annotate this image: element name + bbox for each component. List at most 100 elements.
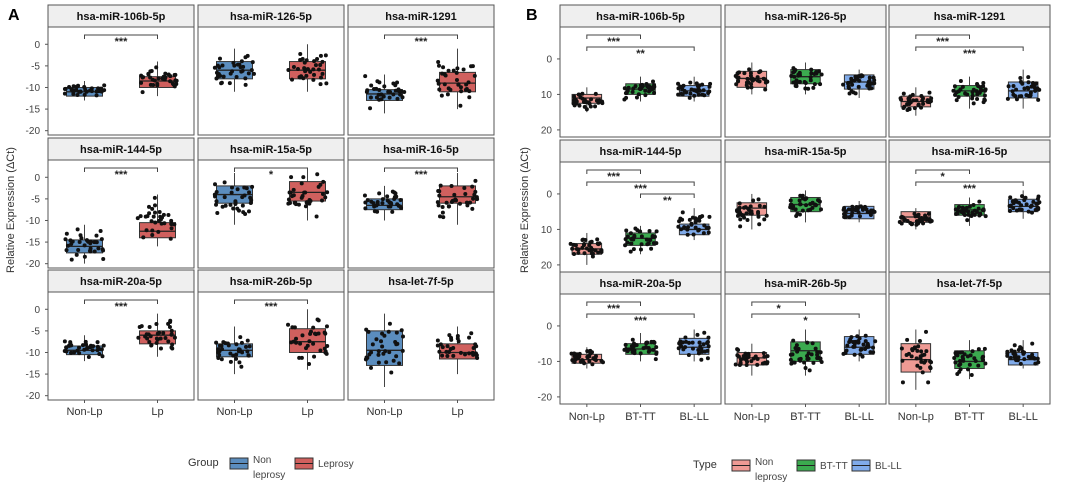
data-point [584, 107, 589, 112]
data-point [375, 202, 380, 207]
data-point [845, 343, 850, 348]
data-point [798, 202, 803, 207]
bracket-line [915, 34, 970, 39]
data-point [593, 104, 598, 109]
data-point [800, 208, 805, 213]
data-point [1026, 86, 1031, 91]
data-point [622, 86, 627, 91]
data-point [475, 197, 480, 202]
data-point [101, 257, 106, 262]
data-point [812, 82, 817, 87]
data-point [222, 195, 227, 200]
box-Non-Lp [363, 74, 407, 114]
data-point [140, 90, 145, 95]
data-point [318, 182, 323, 187]
data-point [139, 80, 144, 85]
significance-bracket: *** [84, 167, 158, 181]
data-point [653, 357, 658, 362]
data-point [788, 198, 793, 203]
data-point [978, 211, 983, 216]
data-point [465, 203, 470, 208]
data-point [687, 95, 692, 100]
data-point [793, 346, 798, 351]
data-point [918, 365, 923, 370]
y-tick-label: -5 [31, 61, 40, 72]
x-tick-label: Non-Lp [569, 411, 605, 423]
data-point [220, 204, 225, 209]
data-point [437, 189, 442, 194]
data-point [819, 72, 824, 77]
plot-area [197, 159, 345, 269]
data-point [1037, 200, 1042, 205]
data-point [390, 189, 395, 194]
bracket-line [586, 34, 641, 39]
subplot-title: hsa-miR-126-5p [230, 11, 312, 23]
significance-label: *** [607, 303, 621, 315]
data-point [856, 84, 861, 89]
data-point [90, 348, 95, 353]
data-point [683, 335, 688, 340]
data-point [243, 82, 248, 87]
data-point [749, 82, 754, 87]
data-point [1008, 208, 1013, 213]
data-point [794, 343, 799, 348]
box-Non-Lp [571, 87, 605, 113]
data-point [94, 240, 99, 245]
data-point [67, 84, 72, 89]
data-point [154, 340, 159, 345]
data-point [701, 88, 706, 93]
data-point [393, 83, 398, 88]
data-point [161, 74, 166, 79]
data-point [681, 347, 686, 352]
data-point [240, 203, 245, 208]
data-point [742, 215, 747, 220]
data-point [291, 187, 296, 192]
data-point [78, 233, 83, 238]
data-point [216, 355, 221, 360]
x-tick-label: BT-TT [790, 411, 821, 423]
data-point [977, 199, 982, 204]
data-point [815, 352, 820, 357]
data-point [243, 55, 248, 60]
significance-label: ** [663, 195, 672, 207]
data-point [138, 214, 143, 219]
data-point [471, 345, 476, 350]
data-point [644, 340, 649, 345]
data-point [169, 328, 174, 333]
data-point [99, 89, 104, 94]
data-point [298, 57, 303, 62]
data-point [441, 215, 446, 220]
data-point [454, 78, 459, 83]
data-point [323, 53, 328, 58]
box-BT-TT [789, 62, 824, 95]
subplot-title: hsa-miR-106b-5p [77, 11, 166, 23]
data-point [584, 99, 589, 104]
data-point [171, 82, 176, 87]
data-point [846, 207, 851, 212]
data-point [459, 89, 464, 94]
data-point [750, 78, 755, 83]
data-point [676, 92, 681, 97]
data-point [959, 209, 964, 214]
subplot-title: hsa-miR-1291 [385, 11, 457, 23]
data-point [229, 190, 234, 195]
data-point [1026, 75, 1031, 80]
data-point [369, 83, 374, 88]
data-point [158, 336, 163, 341]
data-point [458, 85, 463, 90]
subplot: hsa-miR-20a-5p 0 -5 -10 -15 -20 *** Non-Lp Lp [26, 269, 195, 418]
data-point [756, 214, 761, 219]
data-point [362, 193, 367, 198]
data-point [1035, 196, 1040, 201]
data-point [454, 70, 459, 75]
data-point [976, 347, 981, 352]
data-point [452, 192, 457, 197]
data-point [975, 97, 980, 102]
data-point [744, 83, 749, 88]
data-point [676, 224, 681, 229]
significance-label: * [803, 315, 808, 327]
data-point [803, 80, 808, 85]
data-point [372, 87, 377, 92]
data-point [577, 103, 582, 108]
data-point [573, 355, 578, 360]
